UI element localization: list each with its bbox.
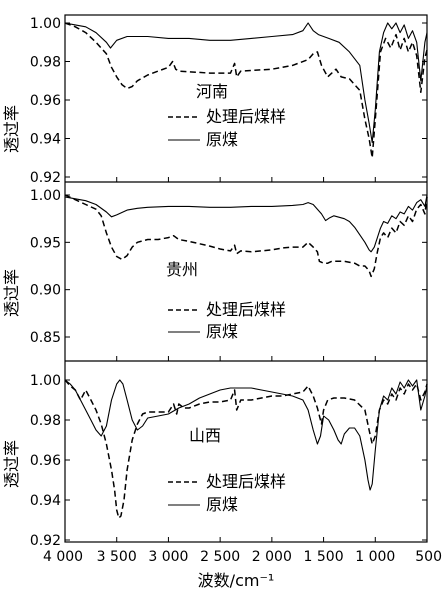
legend-panel-1: 处理后煤样 原煤 <box>168 107 286 149</box>
panel-2-title: 贵州 <box>166 260 198 279</box>
x-tick-label: 4 000 <box>43 549 83 565</box>
legend-1-raw-label: 原煤 <box>206 130 238 149</box>
legend-panel-2: 处理后煤样 原煤 <box>168 300 286 341</box>
y-tick-label: 0.94 <box>30 493 61 509</box>
y-tick-label: 1.00 <box>30 373 61 389</box>
y-tick-label: 1.00 <box>30 188 61 204</box>
x-tick-label: 2 000 <box>252 549 292 565</box>
chart-marks: 0.92 0.94 0.96 0.98 1.00 0.85 0.90 0.95 1.00 0.92… <box>30 16 442 565</box>
y-tick-label: 0.96 <box>30 93 61 109</box>
series-raw-coal-line <box>64 379 428 491</box>
x-tick-label: 3 500 <box>97 549 137 565</box>
x-tick-label: 1 000 <box>355 549 395 565</box>
legend-3-raw-label: 原煤 <box>206 495 238 514</box>
x-tick-label: 500 <box>415 549 442 565</box>
panel-3-title: 山西 <box>189 426 221 445</box>
y-tick-label: 0.98 <box>30 413 61 429</box>
x-axis-label: 波数/cm⁻¹ <box>198 571 275 590</box>
legend-3-treated-label: 处理后煤样 <box>206 472 286 491</box>
legend-2-treated-label: 处理后煤样 <box>206 300 286 319</box>
series-treated-coal-line <box>64 379 428 519</box>
y-tick-label: 0.98 <box>30 55 61 71</box>
x-tick-label: 1 500 <box>304 549 344 565</box>
panel-3-ylabel: 透过率 <box>2 440 21 488</box>
series-raw-coal-line <box>64 22 428 143</box>
plot-frame <box>64 14 428 543</box>
panel-1-ylabel: 透过率 <box>2 105 21 153</box>
series-raw-coal-line <box>64 194 428 253</box>
legend-1-treated-label: 处理后煤样 <box>206 107 286 126</box>
series-treated-coal-line <box>64 22 428 159</box>
series-treated-coal-line <box>64 194 428 278</box>
y-tick-label: 0.94 <box>30 132 61 148</box>
y-tick-label: 0.96 <box>30 453 61 469</box>
y-tick-label: 0.95 <box>30 235 61 251</box>
y-tick-label: 1.00 <box>30 16 61 32</box>
panel-1-title: 河南 <box>196 82 228 101</box>
legend-2-raw-label: 原煤 <box>206 322 238 341</box>
legend-panel-3: 处理后煤样 原煤 <box>168 472 286 514</box>
panel-2-ylabel: 透过率 <box>2 269 21 317</box>
x-tick-label: 3 000 <box>148 549 188 565</box>
y-tick-label: 0.92 <box>30 170 61 186</box>
y-tick-label: 0.90 <box>30 283 61 299</box>
x-tick-label: 2 500 <box>200 549 240 565</box>
y-tick-label: 0.92 <box>30 533 61 549</box>
y-tick-label: 0.85 <box>30 330 61 346</box>
